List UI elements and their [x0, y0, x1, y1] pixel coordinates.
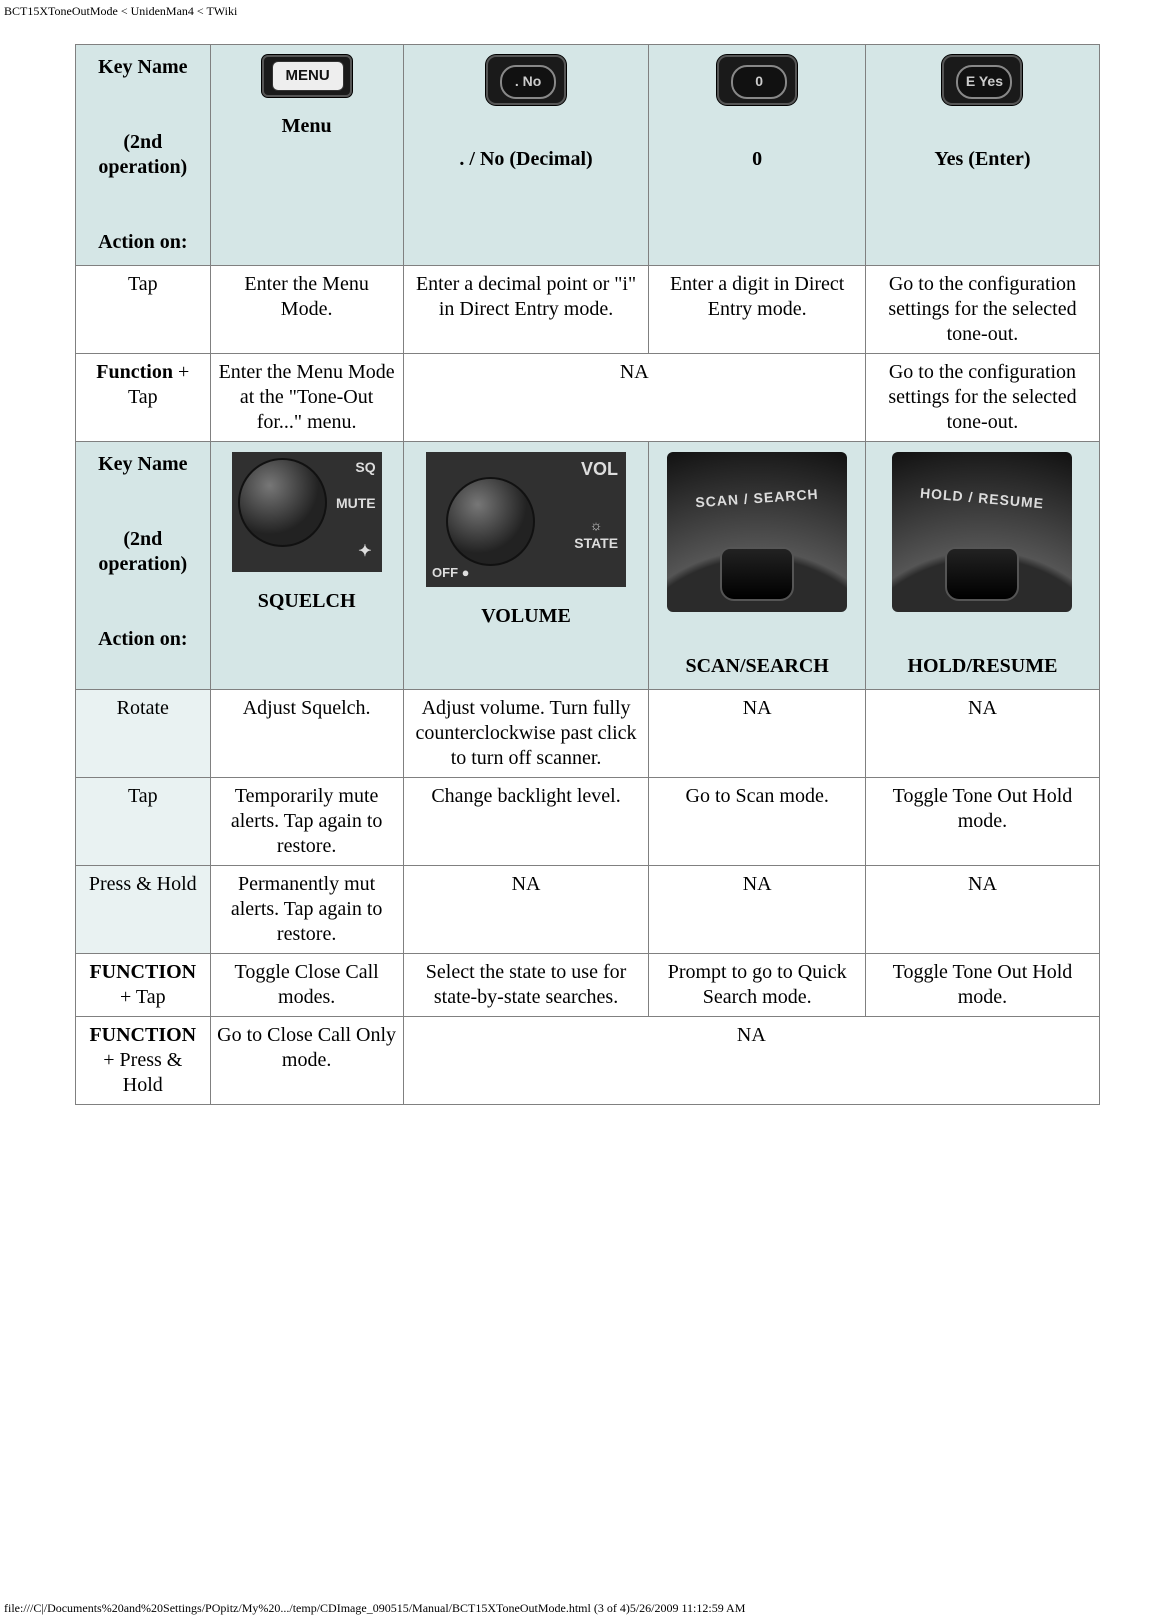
cell: Toggle Close Call modes.	[210, 954, 403, 1017]
cell: Temporarily mute alerts. Tap again to re…	[210, 778, 403, 866]
col-header-zero: 00	[649, 45, 866, 266]
cell: Enter a digit in Direct Entry mode.	[649, 266, 866, 354]
cell: Go to the configuration settings for the…	[865, 266, 1099, 354]
hold-key-icon: HOLD / RESUME	[870, 452, 1095, 619]
cell: Toggle Tone Out Hold mode.	[865, 778, 1099, 866]
cell: Enter a decimal point or "i" in Direct E…	[403, 266, 649, 354]
no-key-icon: . No	[408, 55, 645, 112]
squelch-knob-icon: ✦	[215, 452, 399, 579]
cell: Go to the configuration settings for the…	[865, 354, 1099, 442]
cell: NA	[649, 690, 866, 778]
cell: Go to Close Call Only mode.	[210, 1017, 403, 1105]
row-label: Tap	[76, 778, 211, 866]
row-label: FUNCTION + Press & Hold	[76, 1017, 211, 1105]
col-header-yes: E YesYes (Enter)	[865, 45, 1099, 266]
row-header-label: Key Name(2nd operation)Action on:	[76, 442, 211, 690]
cell: Permanently mut alerts. Tap again to res…	[210, 866, 403, 954]
col-header-volume: VOL☼STATEOFF ●VOLUME	[403, 442, 649, 690]
row-header-label: Key Name(2nd operation)Action on:	[76, 45, 211, 266]
cell: Select the state to use for state-by-sta…	[403, 954, 649, 1017]
cell: Adjust volume. Turn fully counterclockwi…	[403, 690, 649, 778]
cell: Prompt to go to Quick Search mode.	[649, 954, 866, 1017]
cell: NA	[403, 1017, 1099, 1105]
yes-key-icon: E Yes	[870, 55, 1095, 112]
col-header-menu: MENUMenu	[210, 45, 403, 266]
row-label: Function + Tap	[76, 354, 211, 442]
cell: Enter the Menu Mode.	[210, 266, 403, 354]
zero-key-icon: 0	[653, 55, 861, 112]
col-header-hold: HOLD / RESUMEHOLD/RESUME	[865, 442, 1099, 690]
cell: NA	[649, 866, 866, 954]
cell: Toggle Tone Out Hold mode.	[865, 954, 1099, 1017]
cell: Adjust Squelch.	[210, 690, 403, 778]
key-operations-table: Key Name(2nd operation)Action on:MENUMen…	[75, 44, 1100, 1105]
row-label: FUNCTION + Tap	[76, 954, 211, 1017]
scan-key-icon: SCAN / SEARCH	[653, 452, 861, 619]
col-header-no: . No. / No (Decimal)	[403, 45, 649, 266]
row-label: Rotate	[76, 690, 211, 778]
cell: Enter the Menu Mode at the "Tone-Out for…	[210, 354, 403, 442]
page-footer: file:///C|/Documents%20and%20Settings/PO…	[4, 1601, 745, 1616]
cell: NA	[403, 866, 649, 954]
col-header-scan: SCAN / SEARCHSCAN/SEARCH	[649, 442, 866, 690]
cell: Go to Scan mode.	[649, 778, 866, 866]
cell: NA	[865, 690, 1099, 778]
menu-key-icon: MENU	[215, 55, 399, 104]
cell: NA	[865, 866, 1099, 954]
row-label: Tap	[76, 266, 211, 354]
col-header-squelch: ✦SQUELCH	[210, 442, 403, 690]
cell: NA	[403, 354, 865, 442]
row-label: Press & Hold	[76, 866, 211, 954]
page-header: BCT15XToneOutMode < UnidenMan4 < TWiki	[0, 0, 1175, 19]
volume-knob-icon: VOL☼STATEOFF ●	[408, 452, 645, 594]
cell: Change backlight level.	[403, 778, 649, 866]
